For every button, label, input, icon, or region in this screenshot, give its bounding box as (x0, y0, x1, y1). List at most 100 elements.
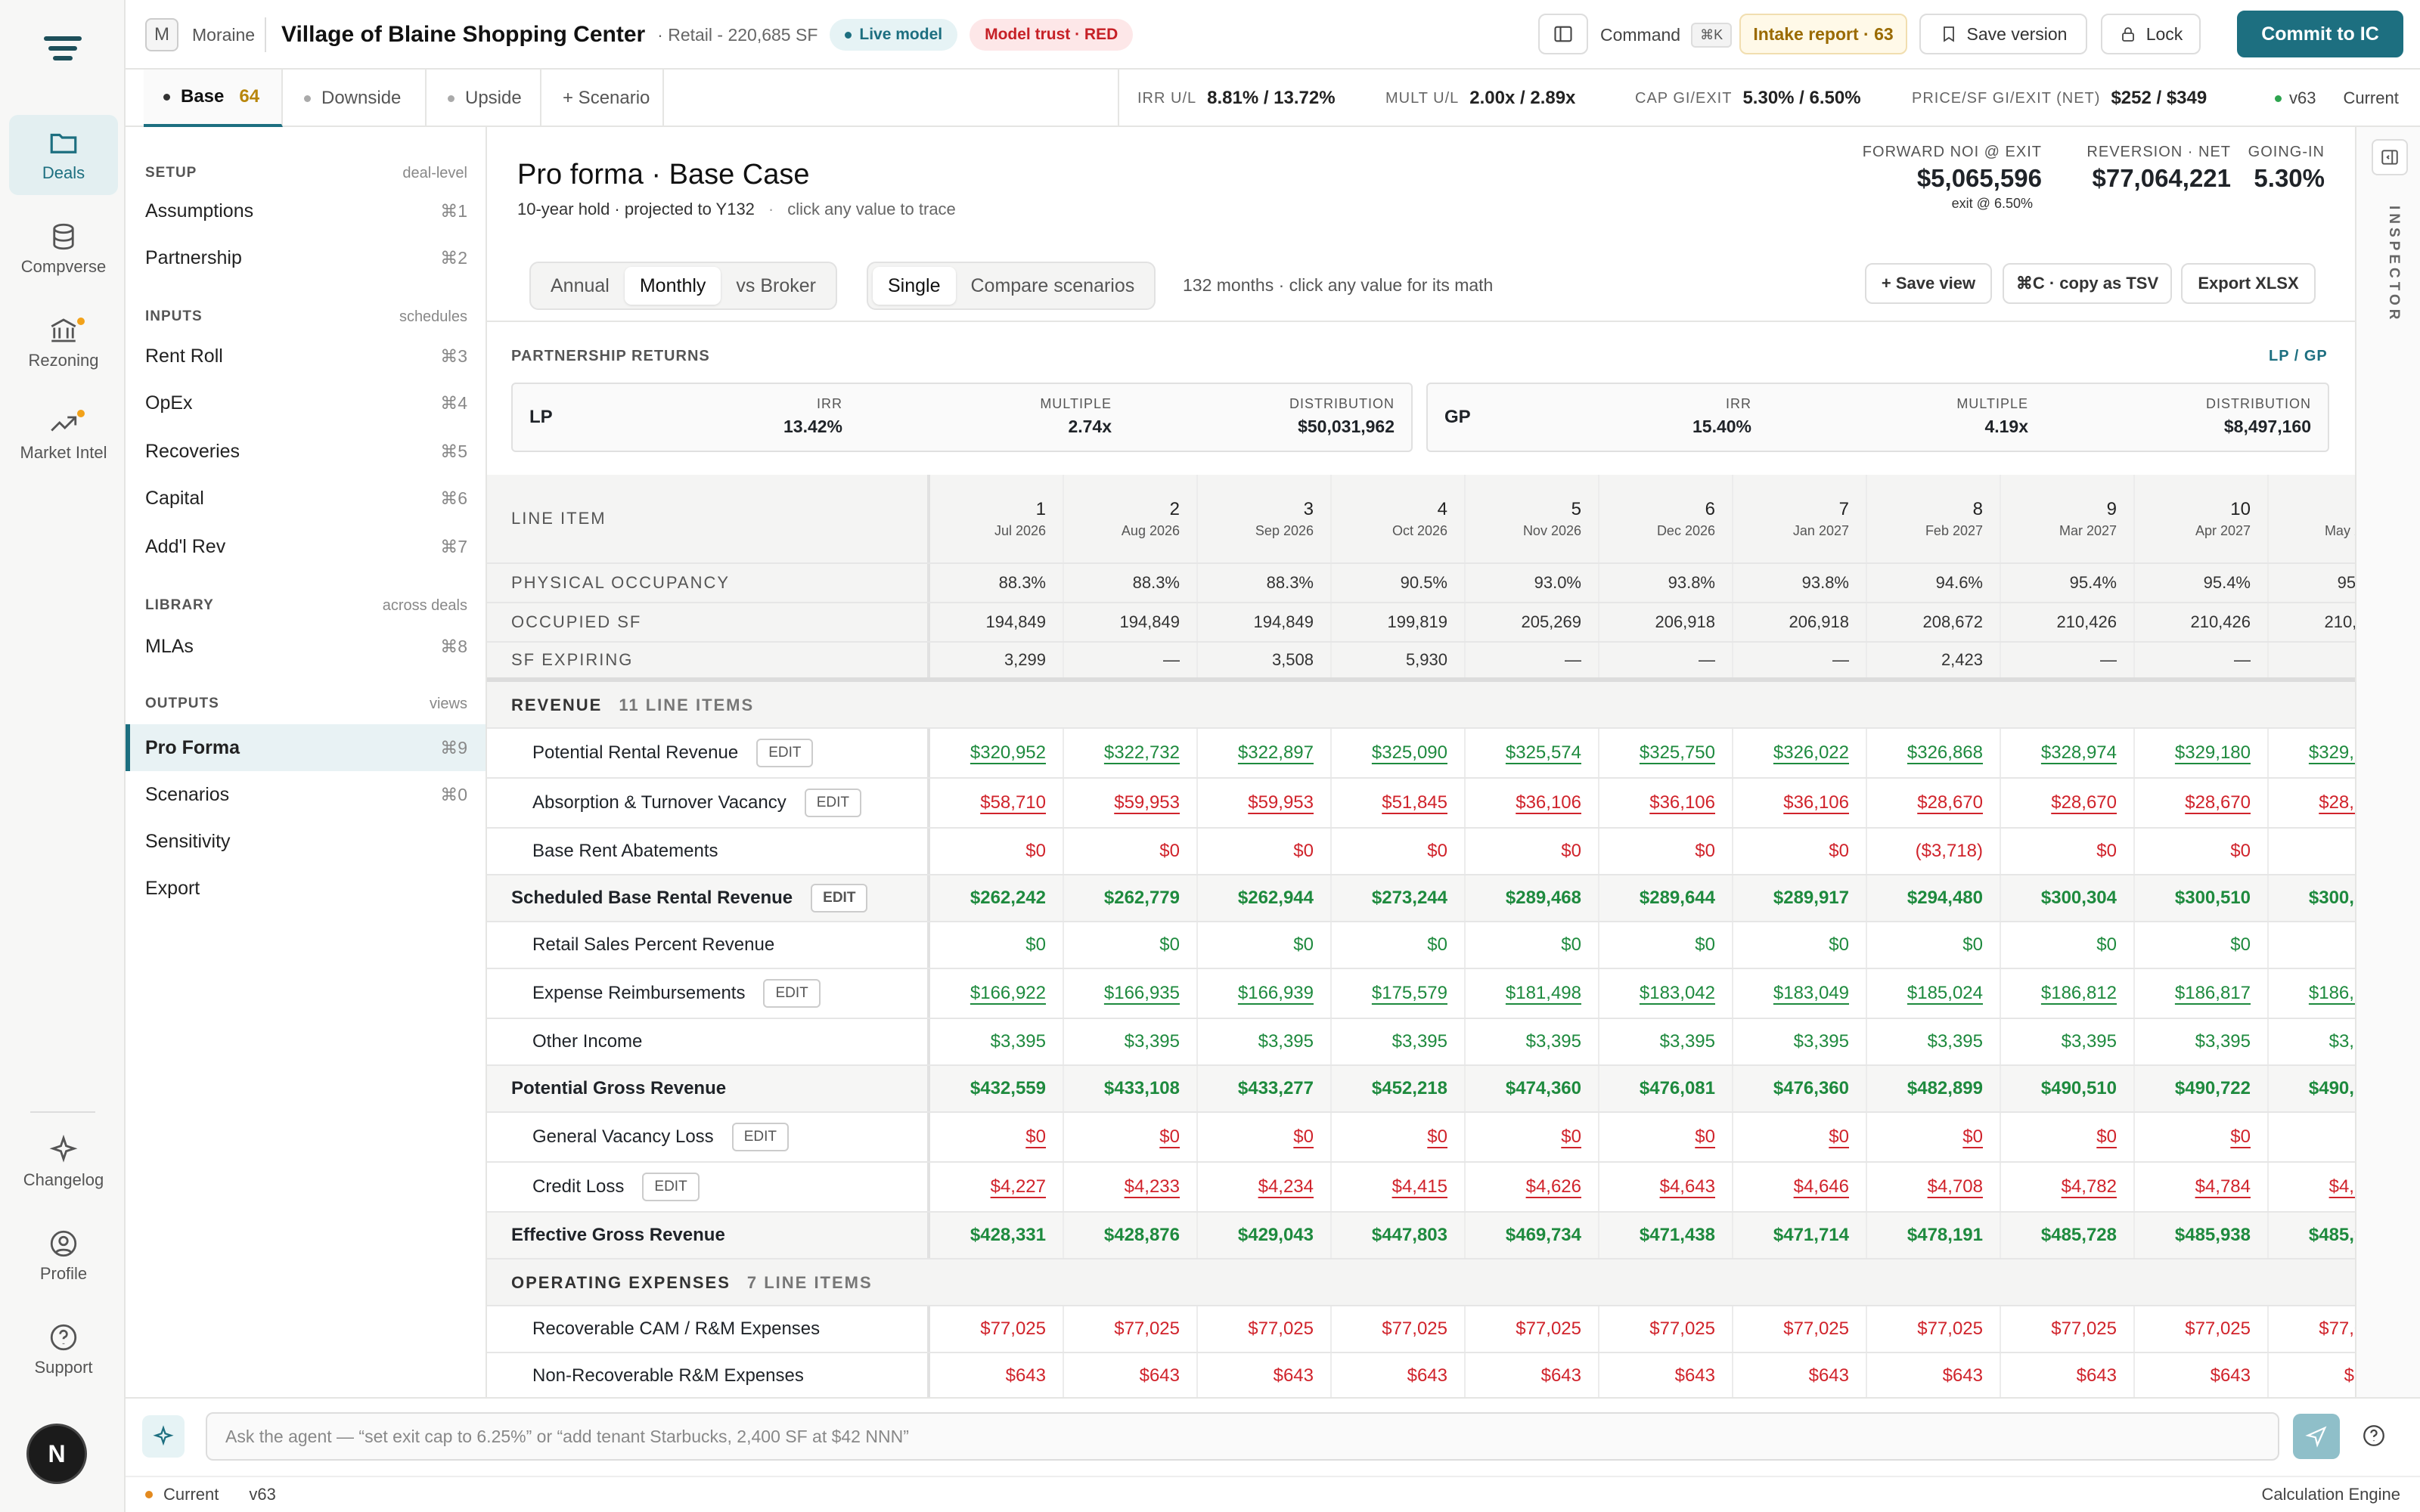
rail-item-profile[interactable]: Profile (9, 1216, 118, 1296)
export-xlsx-button[interactable]: Export XLSX (2181, 263, 2316, 304)
row-label[interactable]: Recoverable CAM / R&M Expenses (487, 1306, 930, 1352)
value-cell[interactable]: $478,191 (1867, 1213, 2001, 1258)
value-cell[interactable]: $77,025 (2135, 1306, 2269, 1352)
value-cell[interactable]: $643 (1466, 1353, 1599, 1397)
value-cell[interactable]: $3,395 (2269, 1019, 2355, 1064)
value-cell[interactable]: $4,415 (1332, 1163, 1466, 1211)
value-cell[interactable]: $490,510 (2001, 1066, 2135, 1111)
value-cell[interactable]: $322,897 (1198, 729, 1332, 777)
value-cell[interactable]: $0 (2135, 922, 2269, 968)
value-cell[interactable]: $0 (1332, 1113, 1466, 1161)
value-cell[interactable]: $433,108 (1064, 1066, 1198, 1111)
value-cell[interactable]: $77,025 (1332, 1306, 1466, 1352)
agent-input[interactable]: Ask the agent — “set exit cap to 6.25%” … (206, 1412, 2279, 1461)
sidebar-item-partnership[interactable]: Partnership ⌘2 (126, 234, 486, 281)
value-cell[interactable]: $28,670 (2269, 779, 2355, 827)
value-cell[interactable]: $643 (2001, 1353, 2135, 1397)
value-cell[interactable]: $3,395 (930, 1019, 1064, 1064)
value-cell[interactable]: $328,974 (2001, 729, 2135, 777)
value-cell[interactable]: $476,360 (1733, 1066, 1867, 1111)
value-cell[interactable]: $289,644 (1599, 875, 1733, 921)
value-cell[interactable]: $325,750 (1599, 729, 1733, 777)
value-cell[interactable]: $0 (930, 922, 1064, 968)
value-cell[interactable]: $183,042 (1599, 969, 1733, 1018)
model-trust-badge[interactable]: Model trust · RED (970, 19, 1134, 51)
value-cell[interactable]: $3,395 (1198, 1019, 1332, 1064)
org-switcher[interactable]: M Moraine (145, 0, 255, 70)
kpi-reversion[interactable]: REVERSION · NET $77,064,221 (2065, 144, 2231, 193)
value-cell[interactable]: $0 (1466, 829, 1599, 874)
value-cell[interactable]: $4,784 (2135, 1163, 2269, 1211)
kpi-going-in[interactable]: GOING-IN 5.30% (2242, 144, 2325, 193)
value-cell[interactable]: $326,868 (1867, 729, 2001, 777)
value-cell[interactable]: $3,395 (1733, 1019, 1867, 1064)
row-label[interactable]: Other Income (487, 1019, 930, 1064)
add-scenario-button[interactable]: + Scenario (543, 70, 664, 127)
period-header[interactable]: 6 Dec 2026 (1599, 475, 1733, 562)
value-cell[interactable]: $643 (1064, 1353, 1198, 1397)
value-cell[interactable]: $166,939 (1198, 969, 1332, 1018)
value-cell[interactable]: $0 (1867, 1113, 2001, 1161)
value-cell[interactable]: $428,331 (930, 1213, 1064, 1258)
value-cell[interactable]: $329,180 (2135, 729, 2269, 777)
value-cell[interactable]: $490,722 (2135, 1066, 2269, 1111)
value-cell[interactable]: $0 (1332, 922, 1466, 968)
value-cell[interactable]: $0 (2001, 1113, 2135, 1161)
value-cell[interactable]: $289,468 (1466, 875, 1599, 921)
tab-upside[interactable]: Upside (428, 70, 541, 127)
save-version-button[interactable]: Save version (1919, 14, 2087, 54)
value-cell[interactable]: $429,043 (1198, 1213, 1332, 1258)
sidebar-item-capital[interactable]: Capital ⌘6 (126, 475, 486, 522)
value-cell[interactable] (2269, 922, 2355, 968)
value-cell[interactable]: $289,917 (1733, 875, 1867, 921)
value-cell[interactable]: $300,510 (2269, 875, 2355, 921)
edit-button[interactable]: EDIT (804, 789, 862, 817)
value-cell[interactable]: $469,734 (1466, 1213, 1599, 1258)
row-label[interactable]: Non-Recoverable R&M Expenses (487, 1353, 930, 1397)
edit-button[interactable]: EDIT (763, 979, 821, 1008)
sidebar-item-mlas[interactable]: MLAs ⌘8 (126, 623, 486, 670)
sidebar-item-recoveries[interactable]: Recoveries ⌘5 (126, 428, 486, 475)
value-cell[interactable]: $3,395 (1599, 1019, 1733, 1064)
value-cell[interactable]: $3,395 (1332, 1019, 1466, 1064)
value-cell[interactable]: $28,670 (1867, 779, 2001, 827)
value-cell[interactable]: $77,025 (930, 1306, 1064, 1352)
row-label[interactable]: Expense Reimbursements EDIT (487, 969, 930, 1018)
value-cell[interactable]: $0 (2001, 922, 2135, 968)
lp-returns-card[interactable]: LP IRR 13.42% MULTIPLE 2.74x DISTRIBUTION $… (511, 383, 1413, 452)
value-cell[interactable]: $77,025 (1867, 1306, 2001, 1352)
row-label[interactable]: Absorption & Turnover Vacancy EDIT (487, 779, 930, 827)
rail-item-market-intel[interactable]: Market Intel (9, 395, 118, 475)
value-cell[interactable]: $77,025 (2269, 1306, 2355, 1352)
value-cell[interactable]: $77,025 (2001, 1306, 2135, 1352)
value-cell[interactable]: $643 (930, 1353, 1064, 1397)
panel-toggle-button[interactable] (1538, 14, 1588, 54)
period-header[interactable]: 2 Aug 2026 (1064, 475, 1198, 562)
value-cell[interactable]: $320,952 (930, 729, 1064, 777)
value-cell[interactable] (2269, 829, 2355, 874)
value-cell[interactable]: $322,732 (1064, 729, 1198, 777)
row-label[interactable]: Retail Sales Percent Revenue (487, 922, 930, 968)
value-cell[interactable]: $28,670 (2001, 779, 2135, 827)
value-cell[interactable]: $166,922 (930, 969, 1064, 1018)
value-cell[interactable]: $0 (930, 1113, 1064, 1161)
sidebar-item-rent-roll[interactable]: Rent Roll ⌘3 (126, 333, 486, 380)
value-cell[interactable]: $433,277 (1198, 1066, 1332, 1111)
copy-tsv-button[interactable]: ⌘C · copy as TSV (2003, 263, 2172, 304)
value-cell[interactable]: $0 (1599, 1113, 1733, 1161)
agent-sparkle-button[interactable] (142, 1415, 185, 1458)
value-cell[interactable]: $0 (1198, 1113, 1332, 1161)
value-cell[interactable]: $643 (1599, 1353, 1733, 1397)
gp-returns-card[interactable]: GP IRR 15.40% MULTIPLE 4.19x DISTRIBUTION $… (1426, 383, 2329, 452)
tab-downside[interactable]: Downside (284, 70, 427, 127)
value-cell[interactable]: $0 (1332, 829, 1466, 874)
edit-button[interactable]: EDIT (642, 1173, 700, 1201)
sidebar-item-assumptions[interactable]: Assumptions ⌘1 (126, 187, 486, 234)
value-cell[interactable]: $471,714 (1733, 1213, 1867, 1258)
value-cell[interactable]: $4,784 (2269, 1163, 2355, 1211)
rail-item-support[interactable]: Support (9, 1309, 118, 1390)
value-cell[interactable]: $0 (1198, 922, 1332, 968)
tab-base[interactable]: Base 64 (144, 70, 283, 127)
value-cell[interactable]: $326,022 (1733, 729, 1867, 777)
value-cell[interactable]: $77,025 (1198, 1306, 1332, 1352)
